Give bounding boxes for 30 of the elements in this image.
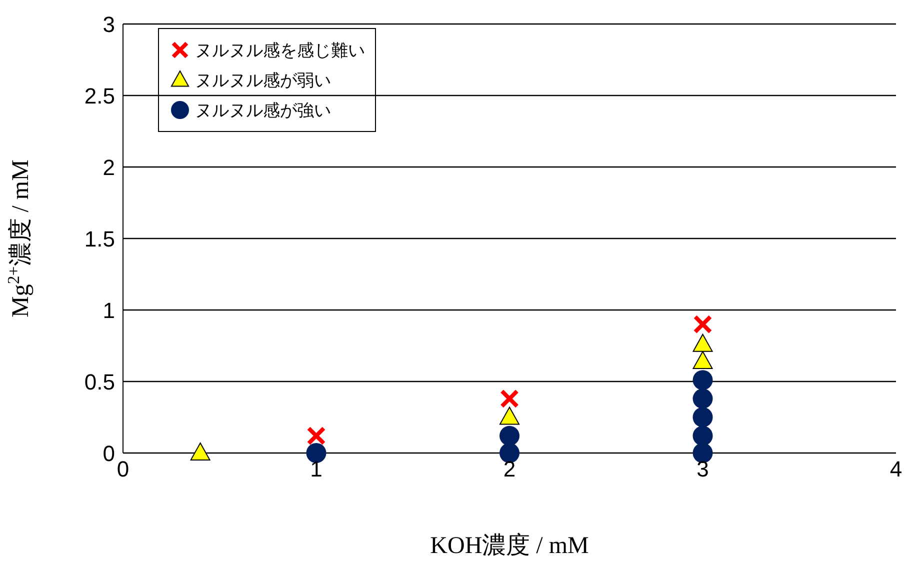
point <box>306 426 326 446</box>
point <box>306 443 326 463</box>
point <box>693 314 712 334</box>
point <box>500 406 520 425</box>
point <box>692 350 713 369</box>
point <box>692 334 713 352</box>
x-axis-title: KOH濃度 / mM <box>430 532 589 559</box>
legend-label: ヌルヌル感を感じ難い <box>195 40 365 62</box>
x-tick-label: 1 <box>310 456 322 482</box>
point <box>692 407 713 428</box>
y-tick-label: 2 <box>102 154 115 180</box>
point <box>692 388 713 409</box>
point <box>500 426 520 446</box>
x-tick-label: 2 <box>503 456 516 482</box>
y-tick-label: 3 <box>102 12 115 37</box>
point <box>692 370 713 390</box>
legend-label: ヌルヌル感が弱い <box>195 70 331 92</box>
y-tick-label: 0 <box>102 440 115 466</box>
point <box>692 426 713 446</box>
point <box>500 389 519 408</box>
point <box>500 443 520 463</box>
point <box>692 443 713 463</box>
y-tick-label: 2.5 <box>84 83 115 108</box>
x-tick-label: 3 <box>696 456 709 482</box>
legend-label: ヌルヌル感が強い <box>195 100 331 122</box>
y-tick-label: 1.5 <box>84 226 115 252</box>
x-tick-label: 4 <box>890 456 902 482</box>
y-tick-label: 1 <box>102 298 115 323</box>
y-tick-label: 0.5 <box>84 369 115 394</box>
point <box>190 442 210 460</box>
